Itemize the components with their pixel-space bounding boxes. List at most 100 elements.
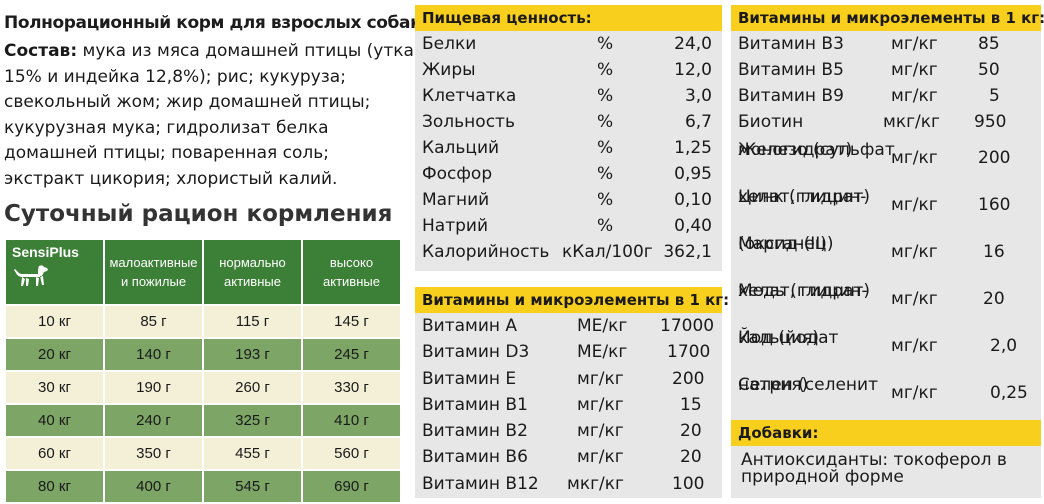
amount-cell: 350 г: [103, 436, 204, 471]
amount-cell: 140 г: [103, 337, 204, 372]
nutrient-value: 24,0: [674, 34, 712, 54]
nutrient-value: 362,1: [663, 242, 712, 262]
nutrient-unit: кКал/100г: [562, 242, 653, 262]
vitamin-value: 50: [978, 60, 1000, 80]
amount-cell: 193 г: [202, 337, 303, 372]
brand-cell: SensiPlus: [4, 238, 105, 306]
vitamin-name: Витамин B2: [422, 421, 528, 442]
nutrient-name: Магний: [422, 190, 490, 210]
vitamin-unit: мг/кг: [891, 336, 938, 356]
nutrient-unit: %: [597, 190, 614, 210]
vitamin-row: Витамин B12 мкг/кг 100: [415, 471, 722, 497]
nutrient-unit: %: [597, 216, 614, 236]
vitamin-unit: мг/кг: [577, 447, 624, 468]
vitamin-row: Железо (сульфат моногидрат) мг/кг 200: [731, 135, 1041, 182]
vitamin-value: 950: [974, 112, 1007, 132]
amount-cell: 325 г: [202, 403, 303, 438]
table-row: 40 кг 240 г 325 г 410 г: [4, 403, 402, 438]
vitamin-unit: мг/кг: [891, 242, 938, 262]
vitamin-name-line1: Йод (йодат: [738, 328, 839, 348]
vitamin-row: Витамин B9 мг/кг 5: [731, 83, 1041, 109]
amount-cell: 85 г: [103, 304, 204, 339]
vitamin-name: Витамин A: [422, 316, 518, 336]
weight-cell: 30 кг: [4, 370, 105, 405]
vitamin-row: Витамин B5 мг/кг 50: [731, 57, 1041, 83]
vitamin-row: Йод (йодат кальция) мг/кг 2,0: [731, 323, 1041, 370]
nutrient-name: Белки: [422, 34, 477, 54]
vitamin-unit: мг/кг: [891, 383, 938, 403]
vitamin-row: Медь (глицин-хелат, гидрат) мг/кг 20: [731, 276, 1041, 323]
vitamin-unit: мг/кг: [891, 148, 938, 168]
vitamin-name-line1: Цинк (глицин-: [738, 187, 867, 207]
vitamin-value: 0,25: [990, 383, 1028, 403]
vitamin-row: Витамин B2 мг/кг 20: [415, 418, 722, 444]
nutrient-unit: %: [597, 60, 614, 80]
vitamin-unit: МЕ/кг: [577, 316, 628, 336]
vitamin-unit: мкг/кг: [883, 112, 940, 132]
amount-cell: 690 г: [301, 469, 402, 504]
vitamin-name-line2: кальция): [738, 328, 820, 348]
nutrient-name: Кальций: [422, 138, 500, 158]
vitamin-name: Витамин D3: [422, 342, 530, 363]
amount-cell: 115 г: [202, 304, 303, 339]
vitamin-name: Витамин E: [422, 368, 517, 389]
vitamin-value: 17000: [660, 316, 715, 336]
vitamin-value: 20: [983, 289, 1005, 309]
amount-cell: 410 г: [301, 403, 402, 438]
nutrient-name: Калорийность: [422, 242, 550, 262]
vitamin-value: 5: [989, 86, 1000, 106]
nutrition-panel: Пищевая ценность: Белки% 24,0 Жиры% 12,0 К…: [415, 5, 722, 271]
vitamin-name-line1: Селен (селенит: [738, 375, 879, 395]
vitamin-name-line1: Железо (сульфат: [738, 140, 895, 160]
nutrient-row: Фосфор% 0,95: [415, 161, 722, 187]
dog-icon: [14, 265, 48, 286]
vitamin-unit: МЕ/кг: [577, 342, 628, 363]
vitamins-panel-1: Витамины и микроэлементы в 1 кг: Витамин…: [415, 287, 729, 498]
vitamin-name: Витамин B9: [738, 86, 844, 106]
nutrient-value: 0,10: [674, 190, 712, 210]
vitamin-row: Витамин A МЕ/кг 17000: [415, 313, 722, 339]
vitamin-unit: мг/кг: [577, 421, 624, 442]
vitamin-name: Витамин B6: [422, 447, 528, 468]
nutrient-unit: %: [597, 86, 614, 106]
vitamin-unit: мг/кг: [891, 289, 938, 309]
vitamins-title-1: Витамины и микроэлементы в 1 кг:: [415, 287, 729, 313]
vitamin-unit: мкг/кг: [567, 473, 624, 494]
feeding-table: SensiPlus малоактивные и пожилые нормаль…: [4, 238, 402, 504]
amount-cell: 330 г: [301, 370, 402, 405]
weight-cell: 40 кг: [4, 403, 105, 438]
amount-cell: 545 г: [202, 469, 303, 504]
vitamin-row: Витамин B6 мг/кг 20: [415, 444, 722, 470]
vitamin-row: Витамин E мг/кг 200: [415, 366, 722, 392]
col-header-normal: нормально активные: [202, 238, 303, 306]
brand-name: SensiPlus: [12, 244, 79, 260]
nutrient-row: Зольность% 6,7: [415, 109, 722, 135]
vitamin-value: 160: [978, 195, 1011, 215]
nutrient-unit: %: [597, 164, 614, 184]
composition-label: Состав:: [4, 41, 78, 61]
vitamin-name: Витамин B1: [422, 394, 528, 415]
vitamin-value: 16: [983, 242, 1005, 262]
nutrient-name: Фосфор: [422, 164, 493, 184]
nutrient-row: Клетчатка% 3,0: [415, 83, 722, 109]
vitamin-unit: мг/кг: [577, 368, 624, 389]
vitamin-name-line2: натрия): [738, 375, 809, 395]
vitamin-name-line2: хелат, гидрат): [738, 281, 870, 301]
weight-cell: 20 кг: [4, 337, 105, 372]
amount-cell: 245 г: [301, 337, 402, 372]
composition-text: Состав: мука из мяса домашней птицы (утк…: [4, 39, 414, 192]
vitamin-unit: мг/кг: [577, 394, 624, 415]
nutrient-unit: %: [597, 138, 614, 158]
vitamin-value: 200: [672, 368, 705, 389]
vitamin-row: Селен (селенит натрия) мг/кг 0,25: [731, 370, 1041, 417]
nutrient-row: Белки% 24,0: [415, 31, 722, 57]
amount-cell: 455 г: [202, 436, 303, 471]
table-row: 10 кг 85 г 115 г 145 г: [4, 304, 402, 339]
vitamin-name-line1: Медь (глицин-: [738, 281, 868, 301]
vitamin-value: 200: [978, 148, 1011, 168]
vitamin-value: 100: [672, 473, 705, 494]
nutrient-row: Натрий% 0,40: [415, 213, 722, 239]
vitamin-name: Витамин B3: [738, 34, 844, 54]
vitamin-name-line2: хелат, гидрат): [738, 187, 870, 207]
nutrient-unit: %: [597, 34, 614, 54]
